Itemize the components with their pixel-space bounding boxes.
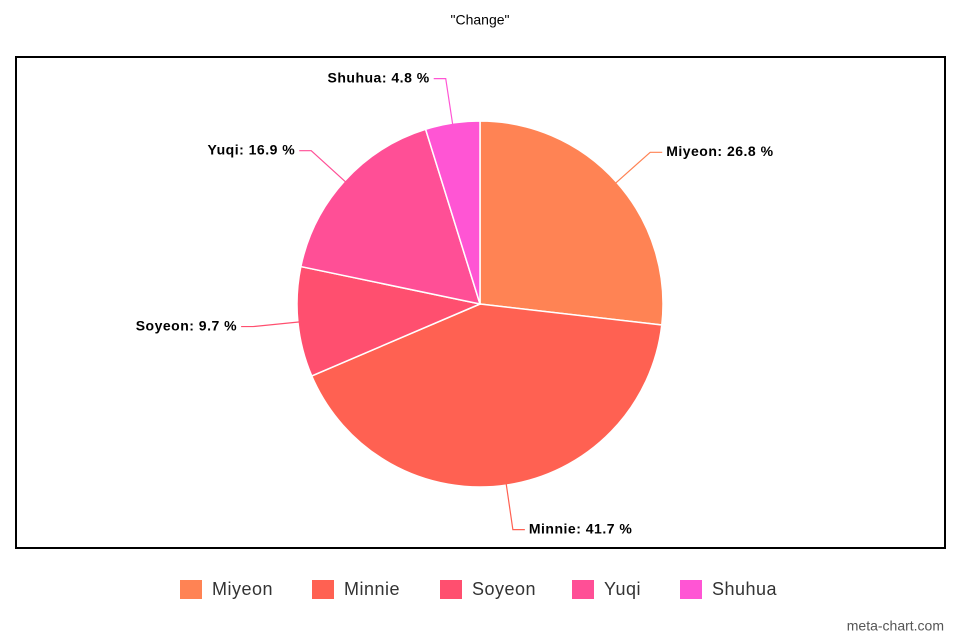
data-label: Miyeon: 26.8 %	[666, 143, 773, 159]
data-label: Shuhua: 4.8 %	[328, 69, 430, 85]
data-label: Minnie: 41.7 %	[529, 520, 633, 536]
plot-frame	[15, 56, 946, 549]
legend-swatch	[680, 580, 702, 599]
legend-label: Shuhua	[712, 579, 778, 599]
watermark: meta-chart.com	[847, 618, 944, 634]
legend-label: Minnie	[344, 579, 400, 599]
leader-line	[433, 77, 454, 126]
legend-label: Soyeon	[472, 579, 536, 599]
data-label: Yuqi: 16.9 %	[208, 141, 296, 157]
pie-slice	[479, 120, 664, 326]
legend-label: Yuqi	[604, 579, 641, 599]
leader-line	[241, 321, 300, 328]
legend-swatch	[312, 580, 334, 599]
legend-swatch	[180, 580, 202, 599]
leader-line	[505, 483, 525, 531]
leader-line	[614, 151, 663, 185]
legend-swatch	[440, 580, 462, 599]
chart-title: "Change"	[451, 12, 510, 28]
data-label: Soyeon: 9.7 %	[136, 317, 237, 333]
legend-swatch	[572, 580, 594, 599]
leader-line	[299, 150, 347, 183]
legend-label: Miyeon	[212, 579, 273, 599]
